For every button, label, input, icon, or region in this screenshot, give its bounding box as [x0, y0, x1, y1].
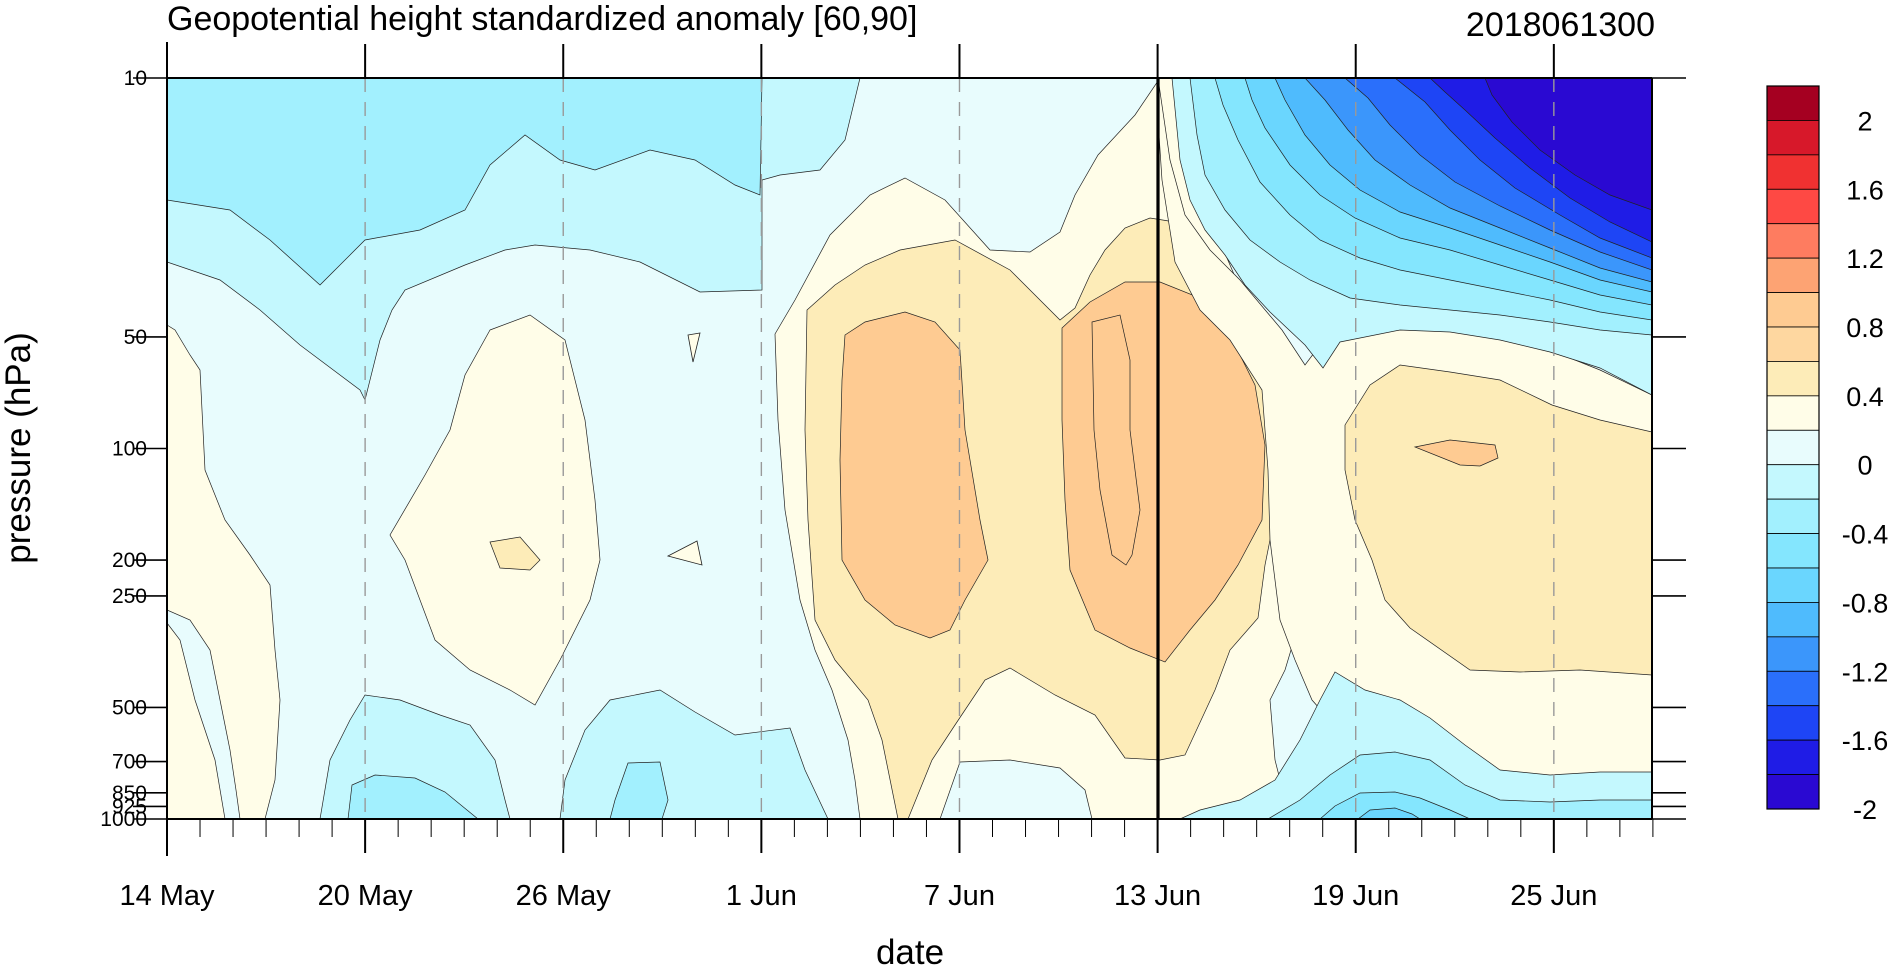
fill-right-pos-08	[1413, 439, 1499, 467]
y-axis-label: pressure (hPa)	[0, 332, 38, 563]
fill-pos-08-c	[1091, 314, 1141, 566]
y-tick-label: 100	[112, 438, 147, 461]
x-tick-label: 19 Jun	[1312, 880, 1399, 912]
colorbar-box	[1766, 292, 1820, 328]
colorbar-box	[1766, 670, 1820, 707]
colorbar-frame	[1766, 85, 1820, 810]
fill-right-pos-04	[1344, 364, 1652, 676]
colorbar-label: 0.8	[1846, 313, 1884, 343]
y-tick-label: 700	[112, 751, 147, 774]
colorbar-label: 1.2	[1846, 244, 1884, 274]
colorbar-box	[1766, 464, 1820, 500]
y-tick-label: 50	[124, 326, 147, 349]
y-tick-label: 250	[112, 585, 147, 608]
colorbar-label: -1.2	[1842, 657, 1889, 687]
colorbar-box	[1766, 154, 1820, 190]
x-axis: 14 May 20 May 26 May 1 Jun 7 Jun 13 Jun 19 Jun…	[119, 44, 1654, 912]
fill-left-pos	[167, 324, 281, 819]
colorbar-box	[1766, 602, 1820, 638]
colorbar-box	[1766, 361, 1820, 397]
chart-title: Geopotential height standardized anomaly…	[167, 0, 917, 38]
fill-pos-08-a	[839, 311, 989, 639]
colorbar-box	[1766, 395, 1820, 431]
colorbar-label: 0.4	[1846, 382, 1884, 412]
fill-lower-neg-4	[609, 761, 669, 819]
colorbar-box	[1766, 223, 1820, 259]
fill-mid-pos	[389, 314, 601, 706]
colorbar-box	[1766, 774, 1820, 810]
date-stamp: 2018061300	[1466, 6, 1655, 44]
colorbar-label: 2	[1857, 106, 1872, 136]
fill-tiny-pos-2	[666, 540, 703, 566]
colorbar-box	[1766, 120, 1820, 156]
y-tick-label: 850	[112, 782, 147, 805]
y-tick-label: 200	[112, 549, 147, 572]
fill-tiny-pos-1	[687, 332, 701, 363]
fill-br-neg-3	[1319, 791, 1471, 819]
contour-fills	[167, 78, 1652, 819]
colorbar-label: -1.6	[1842, 726, 1889, 756]
colorbar-box	[1766, 429, 1820, 466]
y-tick-label: 1000	[100, 808, 147, 831]
fill-lower-neg-3	[347, 774, 479, 819]
fill-br-neg-4	[1357, 807, 1421, 819]
colorbar-label: -0.8	[1842, 588, 1889, 618]
colorbar-label: 0	[1857, 451, 1872, 481]
colorbar-box	[1766, 533, 1820, 569]
colorbar-label: 1.6	[1846, 175, 1884, 205]
colorbar-box	[1766, 567, 1820, 603]
colorbar-box	[1766, 705, 1820, 741]
fill-br-neg-1	[1179, 671, 1652, 819]
fill-left-pos-2	[167, 622, 226, 819]
colorbar-box	[1766, 739, 1820, 775]
x-tick-label: 20 May	[318, 880, 414, 912]
colorbar-box	[1766, 326, 1820, 362]
x-tick-label: 1 Jun	[726, 880, 797, 912]
colorbar-box	[1766, 498, 1820, 534]
colorbar-box	[1766, 85, 1820, 121]
colorbar-box	[1766, 257, 1820, 293]
x-axis-label: date	[876, 933, 944, 969]
x-tick-label: 14 May	[119, 880, 215, 912]
y-tick-label: 10	[124, 67, 147, 90]
colorbar-label: -2	[1853, 795, 1877, 825]
fill-mid-pos-2	[489, 536, 541, 571]
x-tick-label: 7 Jun	[924, 880, 995, 912]
colorbar-box	[1766, 636, 1820, 672]
colorbar-label: -0.4	[1842, 520, 1889, 550]
colorbar-box	[1766, 188, 1820, 225]
y-tick-label: 500	[112, 696, 147, 719]
x-tick-label: 26 May	[516, 880, 612, 912]
colorbar: 2 1.6 1.2 0.8 0.4 0 -0.4 -0.8 -1.2 -1.6 -2	[1766, 85, 1889, 825]
fill-ur-neg-10	[1484, 78, 1652, 211]
y-tick-label: 925	[112, 795, 147, 818]
x-tick-label: 25 Jun	[1510, 880, 1597, 912]
x-tick-label: 13 Jun	[1114, 880, 1201, 912]
fill-top-neg	[167, 78, 763, 286]
